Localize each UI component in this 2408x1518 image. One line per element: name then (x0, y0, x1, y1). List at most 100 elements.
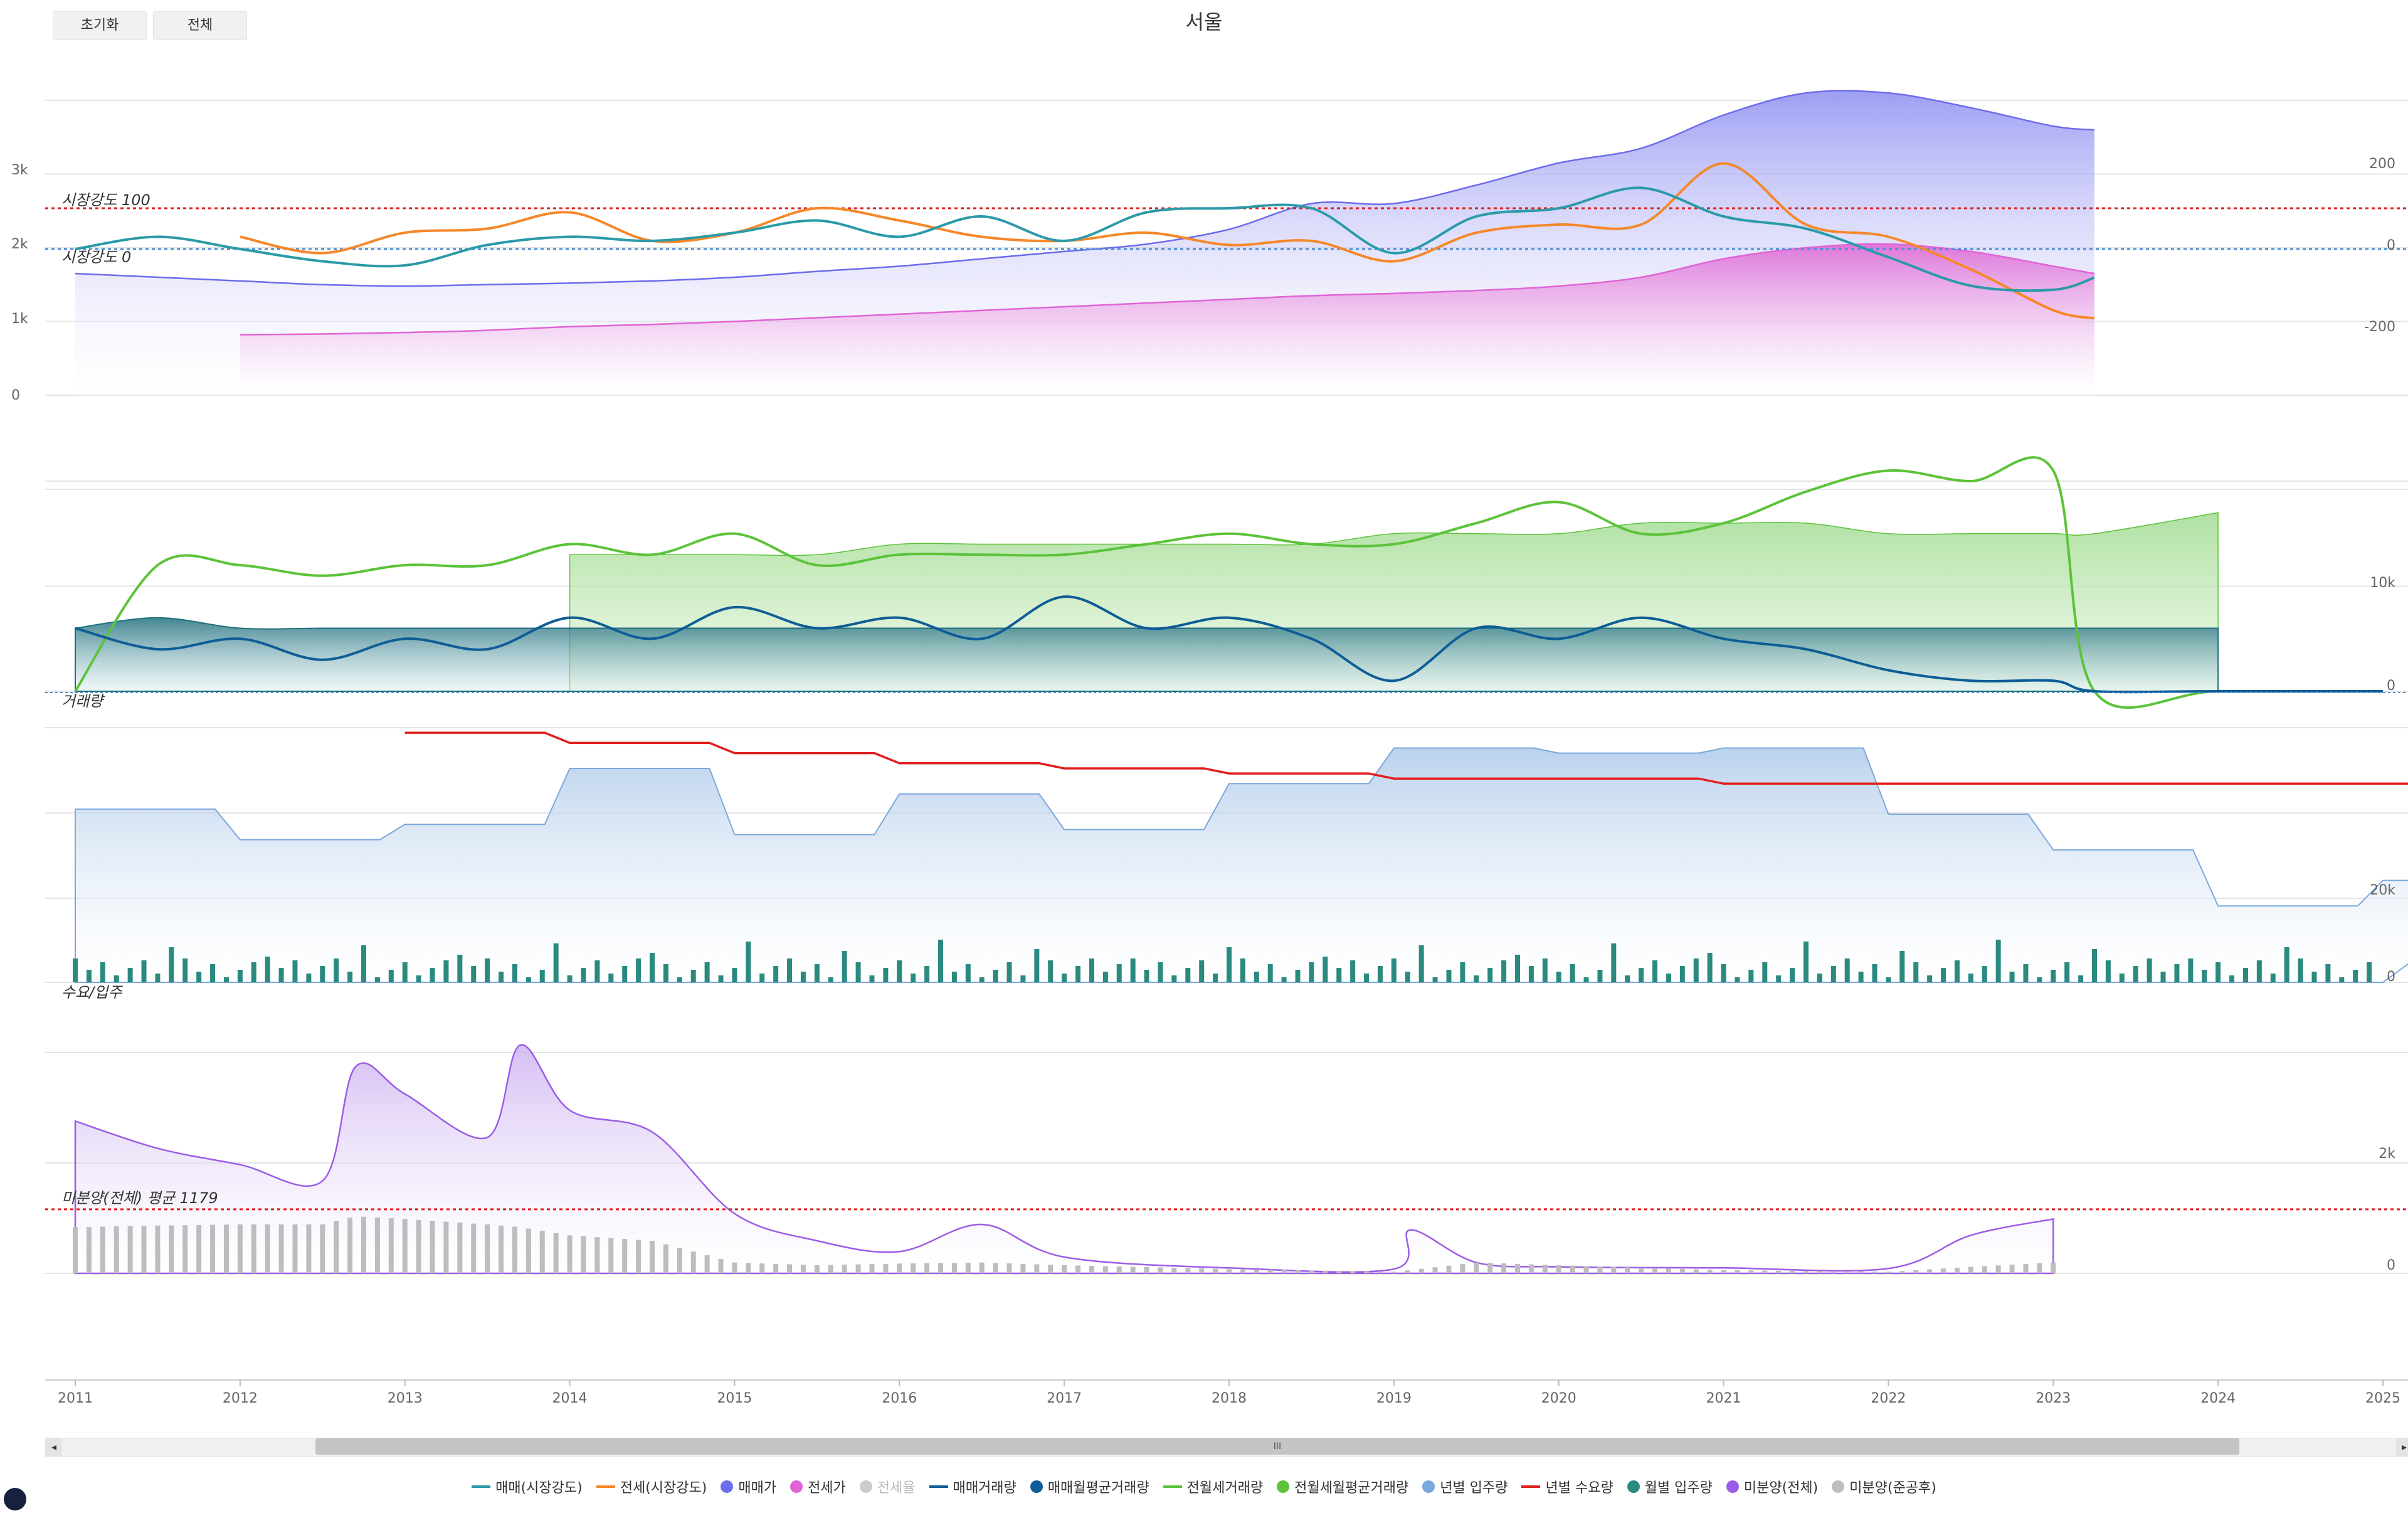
bar-monthly-supply (1721, 964, 1726, 982)
bar-unsold-completed (1886, 1271, 1891, 1273)
bar-unsold-completed (1570, 1265, 1575, 1273)
legend-item[interactable]: 매매월평균거래량 (1030, 1477, 1149, 1497)
bar-unsold-completed (965, 1262, 971, 1273)
bar-monthly-supply (471, 966, 477, 982)
legend-item[interactable]: 전세(시장강도) (596, 1477, 707, 1497)
legend-item[interactable]: 전월세월평균거래량 (1277, 1477, 1408, 1497)
bar-unsold-completed (842, 1265, 847, 1273)
bar-unsold-completed (951, 1263, 957, 1273)
y-tick-right: 0 (2387, 238, 2395, 253)
legend-item[interactable]: 년별 입주량 (1422, 1477, 1508, 1497)
bar-monthly-supply (979, 977, 985, 982)
bar-monthly-supply (1776, 975, 1782, 982)
y-tick-left: 0 (11, 388, 20, 403)
legend-item[interactable]: 매매(시장강도) (472, 1477, 583, 1497)
bar-monthly-supply (1075, 966, 1081, 982)
bar-monthly-supply (1693, 958, 1699, 982)
bar-monthly-supply (1666, 974, 1671, 982)
bar-monthly-supply (73, 958, 78, 982)
bar-monthly-supply (237, 970, 243, 982)
bar-monthly-supply (2188, 958, 2194, 982)
legend-label: 전월세거래량 (1186, 1480, 1264, 1496)
legend-swatch (1832, 1480, 1845, 1493)
legend-item[interactable]: 전월세거래량 (1163, 1477, 1263, 1497)
bar-monthly-supply (2325, 964, 2331, 982)
bar-monthly-supply (2353, 970, 2358, 982)
bar-monthly-supply (1377, 966, 1383, 982)
bar-monthly-supply (1872, 964, 1877, 982)
bar-monthly-supply (1968, 974, 1973, 982)
bar-monthly-supply (2256, 960, 2262, 982)
bar-unsold-completed (1158, 1267, 1163, 1273)
legend-label: 년별 수요량 (1545, 1480, 1613, 1496)
chart-canvas[interactable]: 3k 2k 1k 0 200 0 -200 시장강도 100 시장강도 0 거래량 10k 0 수요/입… (0, 0, 2408, 1430)
bar-unsold-completed (1446, 1265, 1452, 1273)
legend-label: 전세가 (808, 1480, 846, 1496)
bar-monthly-supply (457, 955, 463, 982)
bar-unsold-completed (1666, 1268, 1671, 1273)
reset-button[interactable]: 초기화 (53, 11, 147, 40)
bar-unsold-completed (1364, 1271, 1370, 1273)
bar-unsold-completed (1116, 1266, 1122, 1273)
bar-monthly-supply (430, 968, 435, 982)
bar-monthly-supply (2270, 974, 2276, 982)
bar-unsold-completed (1968, 1266, 1973, 1273)
legend-item[interactable]: 매매가 (721, 1477, 776, 1497)
bar-monthly-supply (141, 960, 147, 982)
legend-item[interactable]: 월별 입주량 (1627, 1477, 1713, 1497)
bar-monthly-supply (732, 968, 737, 982)
bar-monthly-supply (842, 951, 847, 982)
legend-item[interactable]: 미분양(준공후) (1832, 1477, 1936, 1497)
legend-item[interactable]: 전세율 (859, 1477, 916, 1497)
bar-monthly-supply (416, 975, 421, 982)
bar-unsold-completed (210, 1224, 216, 1273)
scroll-thumb[interactable]: III (315, 1438, 2239, 1455)
bar-unsold-completed (1611, 1266, 1617, 1273)
bar-unsold-completed (1418, 1268, 1424, 1273)
y-tick-right: 20k (2370, 883, 2395, 898)
legend-item[interactable]: 전세가 (790, 1477, 846, 1497)
legend-swatch (790, 1480, 803, 1493)
scroll-right-arrow[interactable]: ▸ (2396, 1438, 2408, 1456)
bar-unsold-completed (1323, 1270, 1328, 1273)
bar-unsold-completed (1556, 1265, 1561, 1273)
scroll-left-arrow[interactable]: ◂ (46, 1438, 62, 1456)
legend-item[interactable]: 미분양(전체) (1726, 1477, 1818, 1497)
bar-monthly-supply (1240, 958, 1245, 982)
bar-monthly-supply (1336, 968, 1342, 982)
bar-unsold-completed (430, 1221, 435, 1273)
all-button[interactable]: 전체 (153, 11, 247, 40)
bar-unsold-completed (787, 1264, 793, 1273)
bar-unsold-completed (443, 1221, 449, 1273)
bar-monthly-supply (1886, 977, 1891, 982)
bar-unsold-completed (1776, 1270, 1782, 1273)
bar-unsold-completed (1954, 1267, 1960, 1273)
bar-monthly-supply (1185, 968, 1191, 982)
bar-unsold-completed (1941, 1268, 1946, 1273)
bar-unsold-completed (2009, 1265, 2015, 1273)
range-scrollbar[interactable]: ◂ III ▸ (45, 1438, 2408, 1457)
legend-swatch (1277, 1480, 1290, 1493)
bar-unsold-completed (759, 1263, 765, 1273)
bar-unsold-completed (1102, 1266, 1108, 1273)
y-tick-right: 0 (2387, 969, 2395, 985)
bar-monthly-supply (1199, 960, 1205, 982)
line-전세가 (240, 243, 2095, 336)
bar-unsold-completed (1034, 1264, 1040, 1273)
line-jeonse-strength (240, 162, 2095, 320)
legend-item[interactable]: 년별 수요량 (1521, 1477, 1613, 1497)
bar-unsold-completed (1171, 1268, 1177, 1273)
legend-item[interactable]: 매매거래량 (929, 1477, 1017, 1497)
bar-unsold-completed (1735, 1270, 1740, 1273)
bar-unsold-completed (237, 1224, 243, 1273)
bar-unsold-completed (320, 1224, 325, 1273)
bar-monthly-supply (347, 972, 353, 982)
bar-monthly-supply (1844, 958, 1850, 982)
bar-unsold-completed (1048, 1265, 1054, 1273)
bar-unsold-completed (73, 1227, 78, 1273)
bar-unsold-completed (1639, 1267, 1644, 1273)
legend-swatch (1030, 1480, 1043, 1493)
legend-label: 매매(시장강도) (495, 1480, 583, 1496)
line-sale-strength (75, 186, 2095, 292)
bar-monthly-supply (1913, 962, 1919, 982)
